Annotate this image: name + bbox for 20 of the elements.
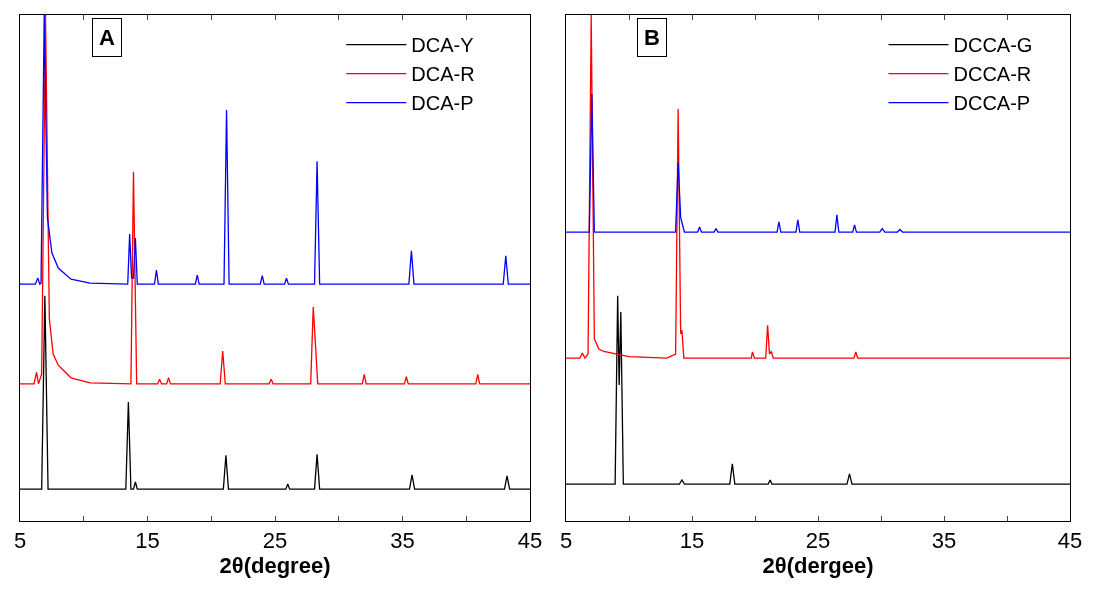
legend-label: DCCA-G bbox=[953, 34, 1033, 57]
x-tick-label: 15 bbox=[135, 528, 160, 554]
x-tick-label: 45 bbox=[517, 528, 543, 554]
legend-label: DCCA-P bbox=[953, 92, 1031, 115]
legend-label: DCA-Y bbox=[411, 34, 474, 57]
legend-label: DCA-P bbox=[411, 92, 474, 115]
x-axis-title: 2θ(dergee) bbox=[762, 553, 874, 579]
annotation: B bbox=[644, 25, 660, 50]
x-tick-label: 5 bbox=[13, 528, 27, 554]
legend-label: DCA-R bbox=[411, 63, 475, 86]
x-tick-label: 5 bbox=[559, 528, 573, 554]
x-tick-label: 15 bbox=[679, 528, 705, 554]
x-axis-title: 2θ(degree) bbox=[219, 553, 331, 579]
x-tick-label: 25 bbox=[262, 528, 288, 554]
annotation: A bbox=[99, 25, 115, 50]
legend-label: DCCA-R bbox=[953, 63, 1032, 86]
x-tick-label: 35 bbox=[390, 528, 415, 554]
x-tick-label: 45 bbox=[1057, 528, 1083, 554]
x-tick-label: 35 bbox=[931, 528, 957, 554]
x-tick-label: 25 bbox=[805, 528, 831, 554]
